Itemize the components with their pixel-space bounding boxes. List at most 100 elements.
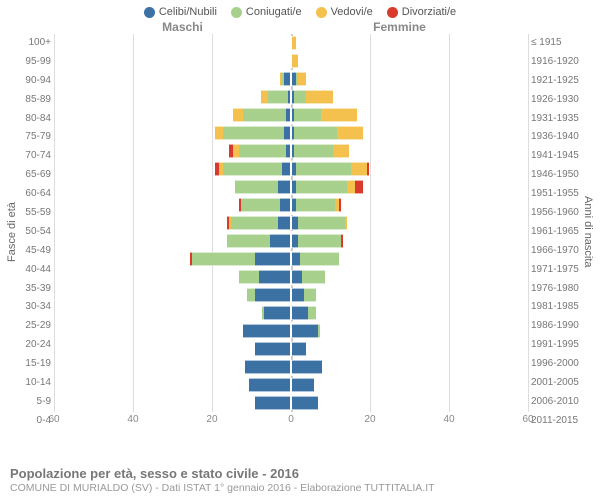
legend-label-coniugati: Coniugati/e bbox=[246, 6, 302, 18]
bar-segment bbox=[294, 108, 322, 122]
male-half bbox=[54, 34, 291, 52]
pyramid-row bbox=[54, 196, 528, 214]
bar-segment bbox=[243, 324, 290, 338]
bar-segment bbox=[347, 180, 355, 194]
bar-segment bbox=[292, 36, 296, 50]
bar-segment bbox=[292, 252, 300, 266]
gender-labels: Maschi Femmine bbox=[0, 20, 600, 34]
bar-segment bbox=[294, 90, 306, 104]
bar-segment bbox=[288, 90, 290, 104]
bar-segment bbox=[239, 144, 286, 158]
bar-segment bbox=[255, 396, 290, 410]
bar-segment bbox=[292, 378, 314, 392]
chart-area: 6040200204060 bbox=[54, 34, 528, 430]
footer: Popolazione per età, sesso e stato civil… bbox=[10, 466, 435, 494]
bar-segment bbox=[278, 180, 290, 194]
bar-segment bbox=[292, 288, 304, 302]
female-half bbox=[291, 52, 528, 70]
female-half bbox=[291, 178, 528, 196]
legend: Celibi/Nubili Coniugati/e Vedovi/e Divor… bbox=[0, 0, 600, 20]
x-tick: 20 bbox=[206, 414, 217, 425]
male-half bbox=[54, 196, 291, 214]
female-half bbox=[291, 34, 528, 52]
male-half bbox=[54, 214, 291, 232]
male-half bbox=[54, 106, 291, 124]
female-half bbox=[291, 376, 528, 394]
bar-segment bbox=[294, 126, 337, 140]
bar-segment bbox=[292, 270, 302, 284]
bar-segment bbox=[300, 252, 339, 266]
bar-segment bbox=[255, 252, 290, 266]
pyramid-row bbox=[54, 394, 528, 412]
female-half bbox=[291, 304, 528, 322]
age-axis: 100+95-9990-9485-8980-8475-7970-7465-696… bbox=[18, 34, 54, 430]
bars bbox=[54, 34, 528, 412]
female-half bbox=[291, 160, 528, 178]
female-half bbox=[291, 124, 528, 142]
pyramid-row bbox=[54, 304, 528, 322]
bar-segment bbox=[298, 216, 345, 230]
bar-segment bbox=[282, 162, 290, 176]
label-female: Femmine bbox=[291, 20, 528, 34]
male-half bbox=[54, 340, 291, 358]
pyramid-row bbox=[54, 286, 528, 304]
legend-swatch-divorziati bbox=[387, 7, 398, 18]
chart-subtitle: COMUNE DI MURIALDO (SV) - Dati ISTAT 1° … bbox=[10, 482, 435, 494]
legend-label-celibi: Celibi/Nubili bbox=[159, 6, 217, 18]
bar-segment bbox=[292, 324, 318, 338]
pyramid-row bbox=[54, 106, 528, 124]
bar-segment bbox=[245, 360, 290, 374]
male-half bbox=[54, 178, 291, 196]
pyramid-row bbox=[54, 214, 528, 232]
x-tick: 40 bbox=[127, 414, 138, 425]
x-tick: 60 bbox=[522, 414, 533, 425]
legend-label-divorziati: Divorziati/e bbox=[402, 6, 456, 18]
bar-segment bbox=[355, 180, 363, 194]
bar-segment bbox=[296, 162, 351, 176]
x-tick: 20 bbox=[364, 414, 375, 425]
female-half bbox=[291, 232, 528, 250]
x-tick: 60 bbox=[48, 414, 59, 425]
pyramid-row bbox=[54, 142, 528, 160]
bar-segment bbox=[249, 378, 290, 392]
bar-segment bbox=[270, 234, 290, 248]
pyramid-row bbox=[54, 52, 528, 70]
bar-segment bbox=[302, 270, 326, 284]
female-half bbox=[291, 196, 528, 214]
bar-segment bbox=[298, 72, 306, 86]
pyramid-row bbox=[54, 178, 528, 196]
bar-segment bbox=[351, 162, 367, 176]
bar-segment bbox=[292, 54, 298, 68]
legend-item-coniugati: Coniugati/e bbox=[231, 6, 302, 18]
legend-swatch-coniugati bbox=[231, 7, 242, 18]
bar-segment bbox=[239, 270, 259, 284]
bar-segment bbox=[321, 108, 356, 122]
male-half bbox=[54, 394, 291, 412]
bar-segment bbox=[284, 72, 290, 86]
bar-segment bbox=[231, 216, 278, 230]
male-half bbox=[54, 124, 291, 142]
bar-segment bbox=[278, 216, 290, 230]
bar-segment bbox=[233, 108, 243, 122]
legend-label-vedovi: Vedovi/e bbox=[331, 6, 373, 18]
female-half bbox=[291, 70, 528, 88]
pyramid-row bbox=[54, 160, 528, 178]
legend-swatch-vedovi bbox=[316, 7, 327, 18]
bar-segment bbox=[339, 198, 341, 212]
bar-segment bbox=[318, 324, 320, 338]
female-half bbox=[291, 250, 528, 268]
male-half bbox=[54, 52, 291, 70]
bar-segment bbox=[255, 288, 290, 302]
chart-title: Popolazione per età, sesso e stato civil… bbox=[10, 466, 435, 481]
bar-segment bbox=[192, 252, 255, 266]
male-half bbox=[54, 70, 291, 88]
bar-segment bbox=[298, 234, 341, 248]
bar-segment bbox=[261, 90, 269, 104]
x-axis: 6040200204060 bbox=[54, 414, 528, 430]
female-half bbox=[291, 394, 528, 412]
pyramid-row bbox=[54, 34, 528, 52]
legend-swatch-celibi bbox=[144, 7, 155, 18]
male-half bbox=[54, 160, 291, 178]
female-half bbox=[291, 358, 528, 376]
bar-segment bbox=[247, 288, 255, 302]
